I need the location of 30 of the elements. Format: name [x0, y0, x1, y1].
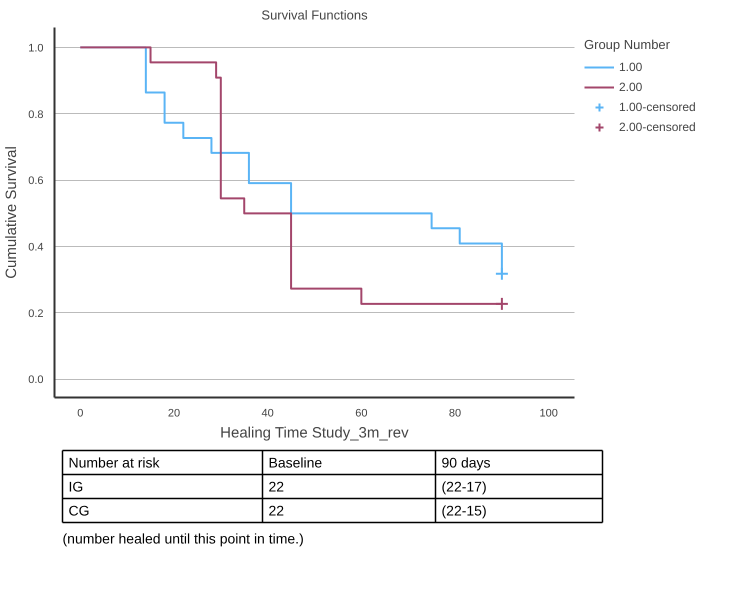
text: 22 [268, 502, 284, 518]
text: 90 days [442, 454, 491, 470]
y-tick-label: 0.4 [28, 242, 44, 254]
y-tick-label: 0.6 [28, 175, 44, 188]
y-tick-label: 1.0 [28, 42, 44, 54]
legend-label: 2.00 [619, 80, 642, 94]
text: 22 [268, 478, 284, 494]
y-tick-label: 0.2 [28, 308, 44, 320]
chart-title: Survival Functions [261, 8, 368, 22]
x-tick-label: 40 [262, 408, 274, 420]
y-axis-title: Cumulative Survival [3, 146, 20, 279]
x-tick-label: 0 [77, 408, 84, 420]
text: Number at risk [68, 454, 161, 470]
legend-title: Group Number [584, 37, 671, 52]
y-tick-label: 0.8 [28, 108, 44, 121]
text: (number healed until this point in time.) [62, 530, 304, 546]
text: IG [68, 478, 84, 494]
x-tick-label: 60 [355, 408, 368, 420]
x-tick-label: 80 [448, 408, 462, 420]
text: (22-15) [442, 502, 487, 518]
text: (22-17) [442, 478, 487, 494]
x-tick-label: 20 [168, 408, 180, 420]
x-axis-title: Healing Time Study_3m_rev [220, 424, 410, 442]
x-tick-label: 100 [540, 408, 558, 420]
text: CG [68, 502, 90, 518]
legend-label: 1.00 [619, 60, 642, 74]
legend-label: 2.00-censored [619, 120, 696, 134]
legend-label: 1.00-censored [619, 100, 696, 114]
y-tick-label: 0.0 [28, 374, 44, 386]
text: Baseline [268, 454, 322, 470]
